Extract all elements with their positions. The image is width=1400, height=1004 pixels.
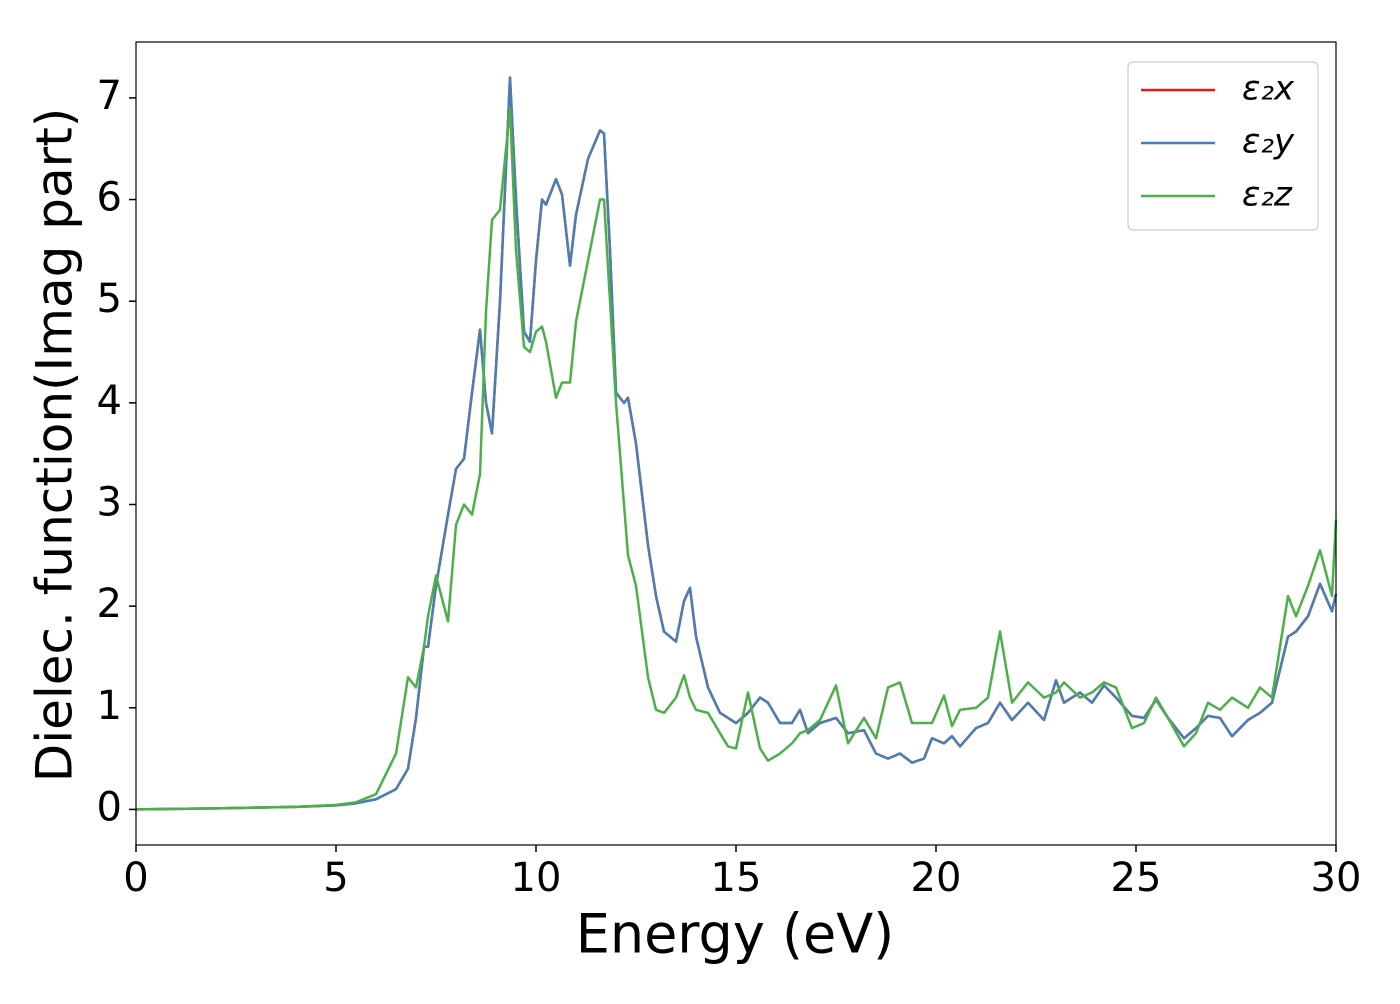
legend-box: [1127, 61, 1319, 231]
y-tick-label: 1: [97, 683, 122, 729]
x-tick-label: 25: [1111, 855, 1162, 901]
x-tick-label: 15: [711, 855, 762, 901]
y-tick-label: 2: [97, 581, 122, 627]
y-tick-label: 3: [97, 479, 122, 525]
legend-label: ε₂z: [1242, 175, 1293, 215]
y-tick-label: 5: [97, 276, 122, 322]
y-tick-label: 7: [97, 73, 122, 119]
y-tick-label: 4: [97, 378, 122, 424]
x-tick-label: 0: [123, 855, 148, 901]
y-tick-label: 0: [97, 784, 122, 830]
legend-label: ε₂y: [1242, 122, 1295, 162]
legend-label: ε₂x: [1242, 69, 1295, 109]
x-tick-label: 10: [511, 855, 562, 901]
y-tick-label: 6: [97, 175, 122, 221]
x-axis-label: Energy (eV): [576, 903, 895, 966]
x-tick-label: 20: [911, 855, 962, 901]
x-tick-label: 5: [323, 855, 348, 901]
data-line: [135, 106, 1338, 811]
x-tick-label: 30: [1311, 855, 1362, 901]
y-axis-label: Dielec. function(Imag part): [26, 108, 84, 783]
plot-frame: [135, 41, 1337, 846]
